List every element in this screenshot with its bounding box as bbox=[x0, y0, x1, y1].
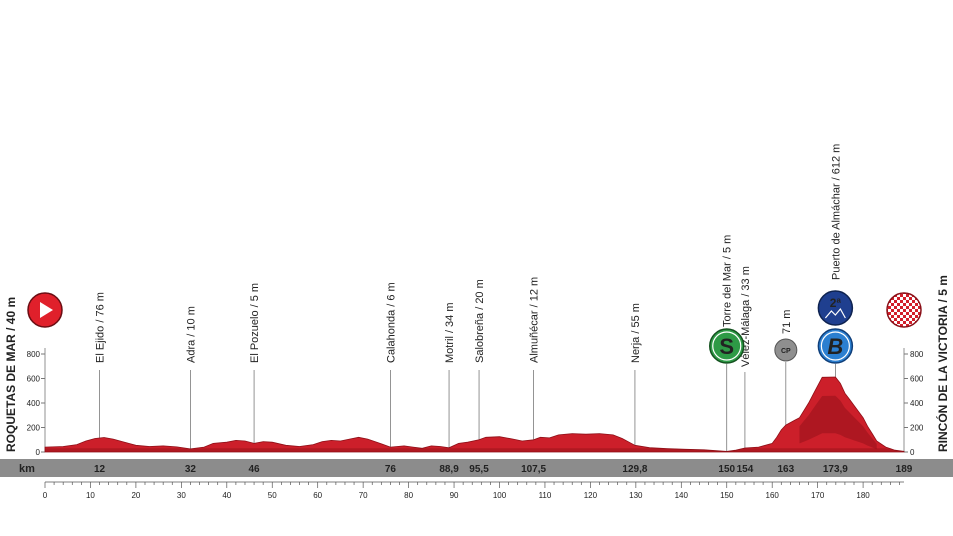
x-tick-label: 150 bbox=[720, 491, 734, 500]
km-label: 12 bbox=[94, 464, 106, 475]
mountain-icon bbox=[824, 307, 846, 319]
x-tick-label: 120 bbox=[584, 491, 598, 500]
x-tick-label: 130 bbox=[629, 491, 643, 500]
x-tick-label: 60 bbox=[313, 491, 322, 500]
y-tick-label-right: 800 bbox=[910, 350, 924, 359]
waypoint-name: Salobreña / 20 m bbox=[474, 279, 486, 363]
km-label: 154 bbox=[737, 464, 754, 475]
km-axis-label: km bbox=[19, 463, 35, 475]
waypoint-name: Almuñécar / 12 m bbox=[529, 277, 541, 363]
finish-label: RINCÓN DE LA VICTORIA / 5 m bbox=[935, 275, 950, 452]
checkpoint-letter: CP bbox=[781, 348, 791, 355]
x-tick-label: 140 bbox=[675, 491, 689, 500]
sprint-letter: S bbox=[719, 334, 734, 359]
km-label: 173,9 bbox=[823, 464, 848, 475]
x-tick-label: 80 bbox=[404, 491, 413, 500]
x-tick-label: 170 bbox=[811, 491, 825, 500]
badges: S CP 2ª B bbox=[708, 290, 854, 364]
y-tick-label-left: 800 bbox=[27, 350, 41, 359]
y-tick-label-right: 400 bbox=[910, 399, 924, 408]
waypoint-guides bbox=[99, 362, 836, 452]
km-label: 129,8 bbox=[622, 464, 647, 475]
waypoint-name: Motril / 34 m bbox=[444, 302, 456, 363]
elevation-profile bbox=[44, 376, 905, 453]
climb-category-label: 2ª bbox=[830, 296, 842, 310]
x-tick-label: 100 bbox=[493, 491, 507, 500]
x-tick-label: 90 bbox=[450, 491, 459, 500]
y-tick-label-right: 0 bbox=[910, 448, 915, 457]
km-labels: 12 32 46 76 88,9 95,5 107,5 129,8 150 154 163 173,9… bbox=[94, 464, 913, 475]
start-label: ROQUETAS DE MAR / 40 m bbox=[4, 297, 18, 452]
km-label: 107,5 bbox=[521, 464, 546, 475]
km-label: 150 bbox=[718, 464, 735, 475]
km-label: 46 bbox=[249, 464, 261, 475]
finish-checkered-icon bbox=[886, 292, 922, 328]
y-tick-label-left: 600 bbox=[27, 375, 41, 384]
x-tick-label: 180 bbox=[856, 491, 870, 500]
x-tick-label: 50 bbox=[268, 491, 277, 500]
waypoint-name: Calahonda / 6 m bbox=[385, 282, 397, 363]
waypoint-name: Nerja / 55 m bbox=[630, 303, 642, 363]
x-tick-label: 0 bbox=[43, 491, 48, 500]
km-label: 88,9 bbox=[439, 464, 459, 475]
y-axes: 0 0 200 200 400 400 600 600 800 800 bbox=[27, 348, 924, 457]
km-label: 189 bbox=[896, 464, 913, 475]
km-label: 95,5 bbox=[469, 464, 489, 475]
y-tick-label-left: 200 bbox=[27, 424, 41, 433]
x-axis: 0 10 20 30 40 50 60 70 80 90 100 110 120 130 140 150 160… bbox=[43, 481, 904, 500]
y-tick-label-right: 200 bbox=[910, 424, 924, 433]
x-tick-label: 30 bbox=[177, 491, 186, 500]
x-tick-label: 20 bbox=[131, 491, 140, 500]
waypoint-name: 71 m bbox=[781, 310, 793, 334]
waypoint-name: Puerto de Almáchar / 612 m bbox=[830, 144, 842, 280]
waypoint-labels: El Ejido / 76 m Adra / 10 m El Pozuelo / 5… bbox=[95, 144, 843, 367]
sprint-icon-ring bbox=[712, 331, 742, 361]
km-bar bbox=[0, 459, 953, 477]
finish-marker: RINCÓN DE LA VICTORIA / 5 m bbox=[886, 275, 950, 452]
bonus-letter: B bbox=[827, 334, 843, 359]
km-label: 32 bbox=[185, 464, 197, 475]
y-tick-label-left: 0 bbox=[36, 448, 41, 457]
start-marker: ROQUETAS DE MAR / 40 m bbox=[4, 292, 63, 452]
waypoint-name: Adra / 10 m bbox=[185, 306, 197, 363]
profile-base bbox=[45, 448, 904, 452]
waypoint-name: Torre del Mar / 5 m bbox=[722, 235, 734, 327]
x-tick-label: 110 bbox=[539, 491, 552, 500]
x-tick-label: 40 bbox=[222, 491, 231, 500]
checkpoint-icon bbox=[774, 338, 798, 362]
waypoint-name: El Pozuelo / 5 m bbox=[249, 283, 261, 363]
waypoint-name: El Ejido / 76 m bbox=[95, 292, 107, 363]
km-label: 76 bbox=[385, 464, 397, 475]
start-play-triangle bbox=[40, 302, 53, 318]
sprint-icon bbox=[708, 328, 745, 364]
km-label: 163 bbox=[777, 464, 794, 475]
x-tick-label: 70 bbox=[359, 491, 368, 500]
profile-area bbox=[44, 376, 905, 453]
x-tick-label: 160 bbox=[766, 491, 780, 500]
y-tick-label-right: 600 bbox=[910, 375, 924, 384]
y-tick-label-left: 400 bbox=[27, 399, 41, 408]
bonus-icon-ring bbox=[820, 331, 850, 361]
bonus-icon bbox=[817, 328, 854, 364]
x-tick-label: 10 bbox=[86, 491, 95, 500]
climb-shading bbox=[799, 395, 877, 450]
